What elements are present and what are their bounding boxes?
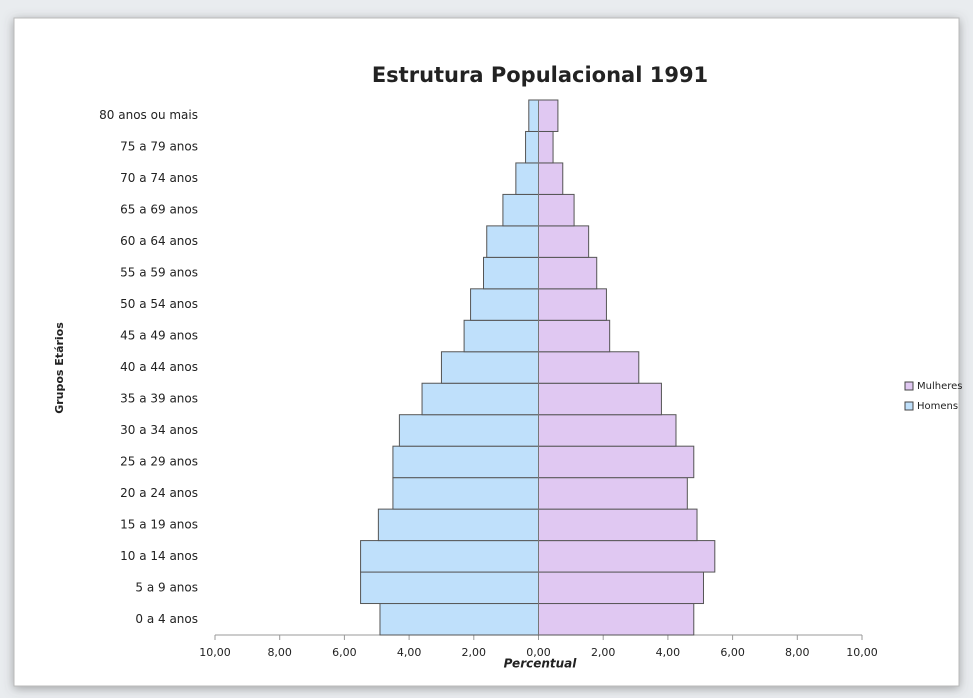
y-tick-label: 70 a 74 anos	[120, 171, 198, 185]
x-tick-label: 0,00	[526, 646, 551, 659]
bar	[398, 414, 539, 447]
bar	[392, 477, 539, 510]
bar	[538, 225, 590, 258]
bar	[538, 130, 554, 164]
bar	[538, 162, 564, 195]
bar	[538, 382, 662, 416]
y-tick-label: 65 a 69 anos	[120, 203, 198, 217]
x-tick-label: 4,00	[656, 646, 681, 659]
y-tick-label: 30 a 34 anos	[120, 423, 198, 437]
bar	[528, 99, 539, 132]
bar	[483, 256, 540, 290]
x-tick-label: 10,00	[199, 646, 231, 659]
legend-swatch	[904, 381, 914, 391]
bar	[538, 508, 698, 542]
y-tick-label: 10 a 14 anos	[120, 549, 198, 563]
bar	[515, 162, 539, 195]
x-tick-label: 2,00	[591, 646, 616, 659]
y-tick-label: 0 a 4 anos	[135, 612, 198, 626]
x-tick-label: 4,00	[397, 646, 422, 659]
bar	[379, 603, 539, 636]
y-tick-label: 55 a 59 anos	[120, 266, 198, 280]
y-tick-label: 35 a 39 anos	[120, 391, 198, 405]
bar	[440, 351, 540, 384]
x-tick-label: 10,00	[846, 646, 878, 659]
legend-swatch	[904, 401, 914, 411]
bar	[538, 603, 695, 636]
chart-title: Estrutura Populacional 1991	[372, 63, 708, 87]
y-axis-title: Grupos Etários	[53, 322, 66, 414]
bar	[538, 445, 695, 479]
bar	[538, 351, 640, 384]
y-tick-label: 15 a 19 anos	[120, 517, 198, 531]
bar	[538, 193, 575, 227]
y-tick-label: 50 a 54 anos	[120, 297, 198, 311]
bar	[538, 256, 598, 290]
y-tick-label: 25 a 29 anos	[120, 454, 198, 468]
x-axis-title: Percentual	[504, 657, 578, 671]
bar	[538, 477, 688, 510]
x-tick-label: 8,00	[267, 646, 292, 659]
bar	[421, 382, 540, 416]
x-tick-label: 6,00	[720, 646, 745, 659]
bar	[470, 288, 539, 321]
y-tick-label: 75 a 79 anos	[120, 140, 198, 154]
bar	[538, 571, 704, 605]
x-tick-label: 8,00	[785, 646, 810, 659]
x-tick-label: 2,00	[462, 646, 487, 659]
legend-label: Homens	[917, 401, 958, 412]
bar	[525, 130, 539, 164]
y-tick-label: 80 anos ou mais	[99, 108, 198, 122]
legend-label: Mulheres	[917, 381, 963, 392]
bar	[392, 445, 539, 479]
bar	[486, 225, 539, 258]
y-tick-label: 60 a 64 anos	[120, 234, 198, 248]
bar	[360, 571, 540, 605]
y-tick-label: 40 a 44 anos	[120, 360, 198, 374]
bar	[538, 319, 611, 353]
bar	[360, 540, 540, 573]
bar	[377, 508, 539, 542]
y-tick-label: 20 a 24 anos	[120, 486, 198, 500]
bar	[538, 288, 607, 321]
bar	[502, 193, 540, 227]
bar	[538, 540, 716, 573]
bar	[538, 414, 677, 447]
y-tick-label: 5 a 9 anos	[135, 580, 198, 594]
x-tick-label: 6,00	[332, 646, 357, 659]
bar	[538, 99, 559, 132]
bar	[463, 319, 539, 353]
y-tick-label: 45 a 49 anos	[120, 329, 198, 343]
